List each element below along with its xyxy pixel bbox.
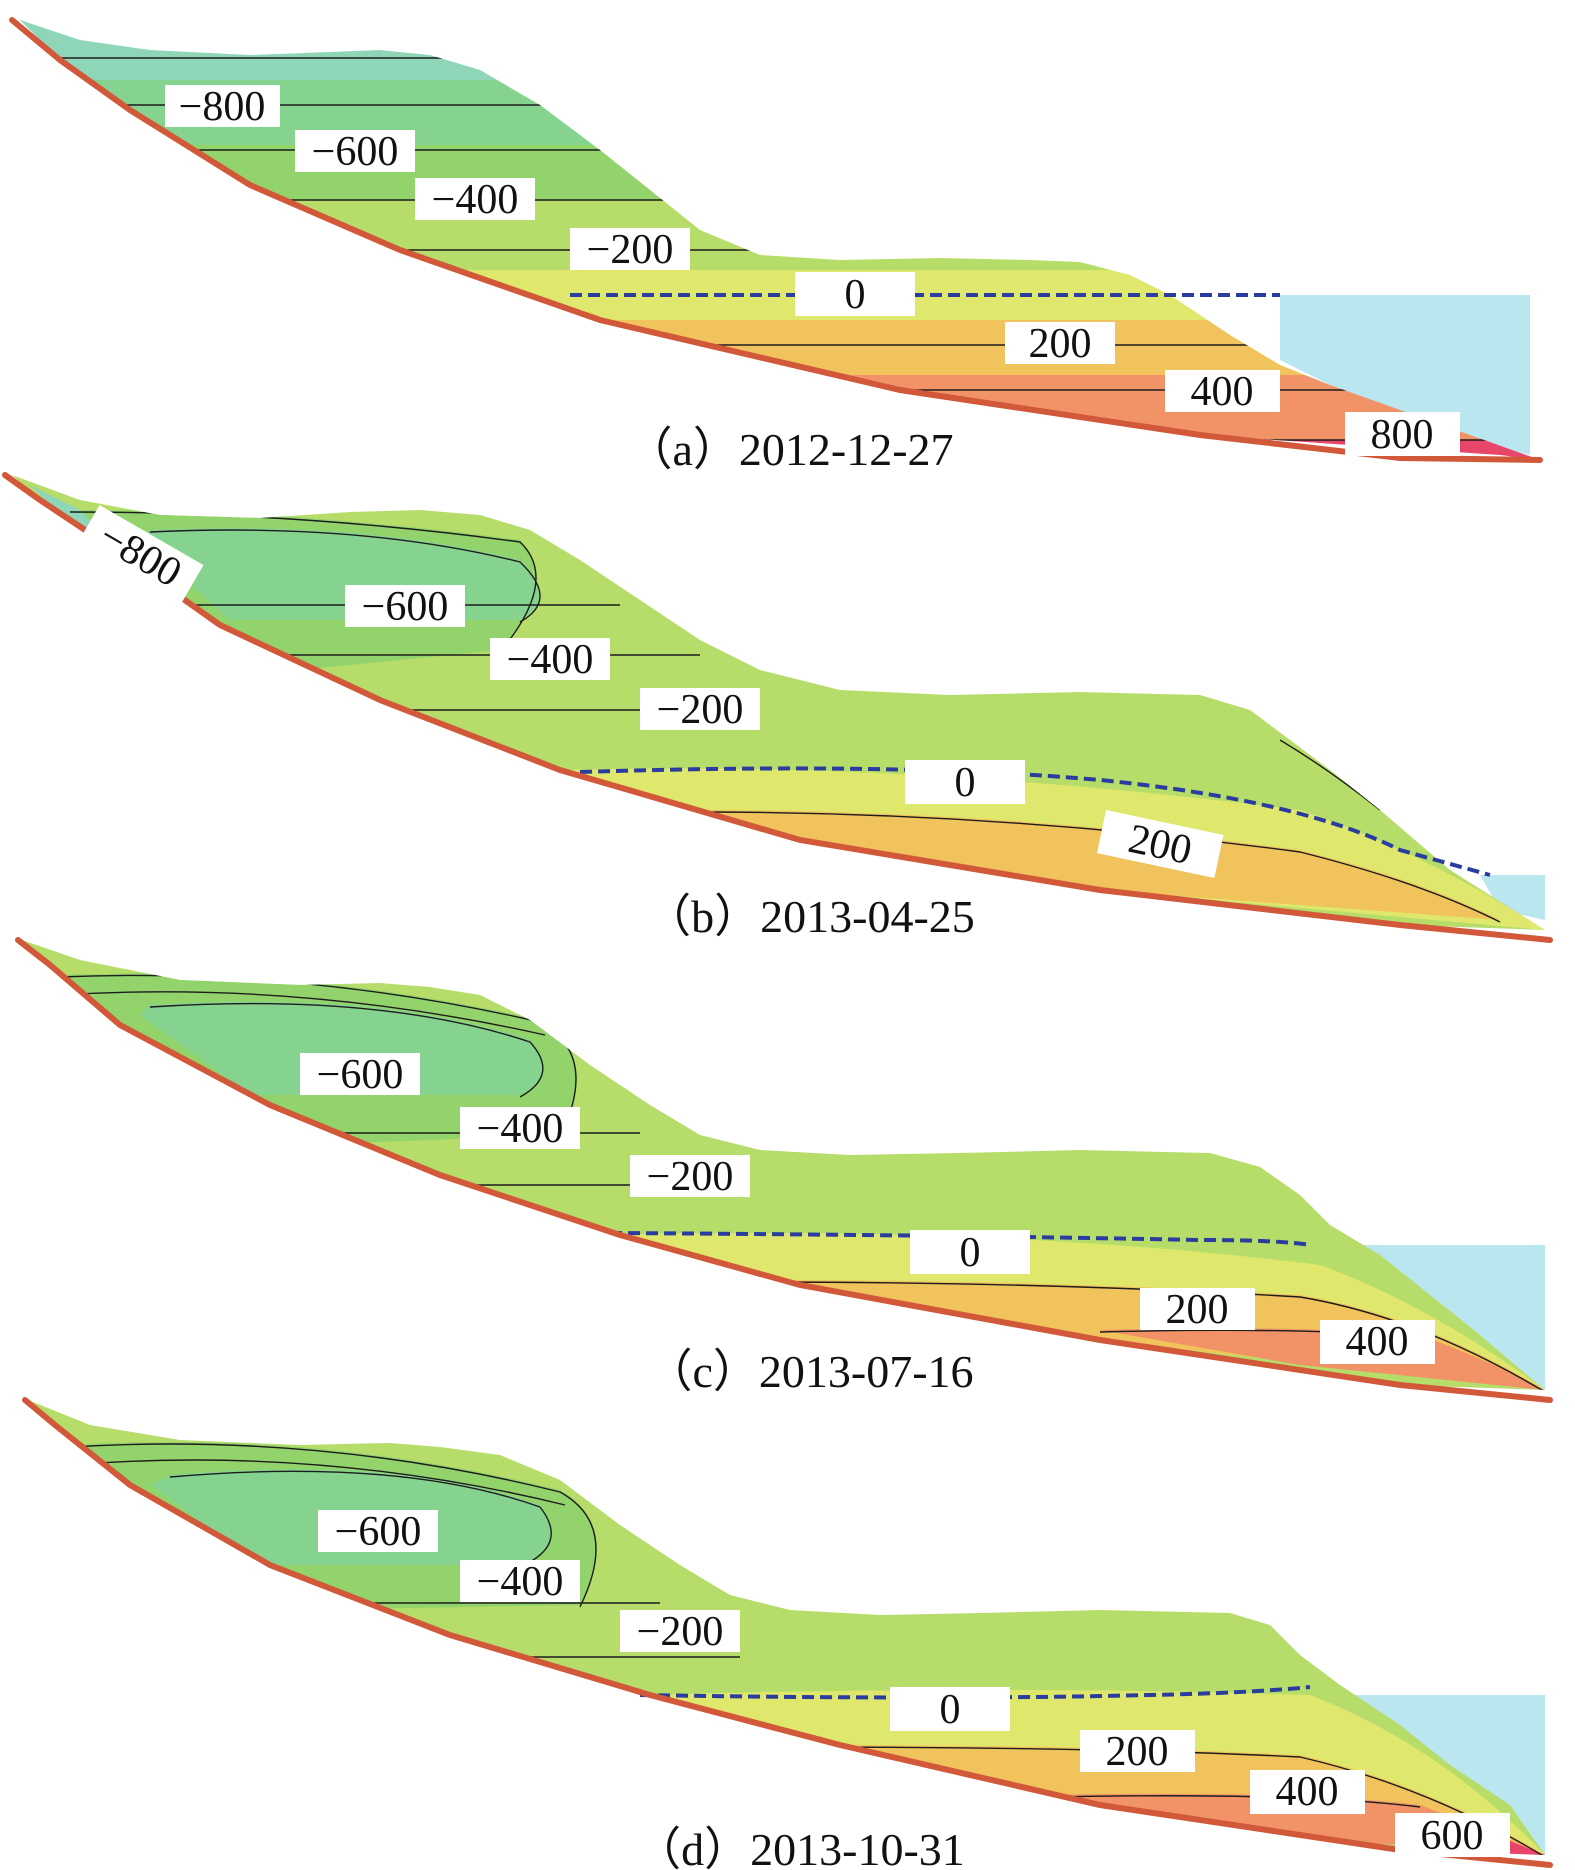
svg-text:−400: −400 <box>477 1559 564 1605</box>
svg-text:200: 200 <box>1166 1287 1229 1333</box>
contour-label: 600 <box>1395 1813 1510 1859</box>
water-table-line <box>609 1231 1311 1247</box>
contour-label: −400 <box>460 1106 580 1152</box>
panel-d: −600 −400 −200 0 200 400 600 （d）2013-10-… <box>0 1395 1575 1870</box>
svg-text:−400: −400 <box>477 1106 564 1152</box>
bedrock-surface <box>9 17 1543 463</box>
svg-text:800: 800 <box>1371 412 1434 458</box>
svg-text:200: 200 <box>1106 1729 1169 1775</box>
svg-text:200: 200 <box>1029 321 1092 367</box>
contour-label: 0 <box>910 1230 1030 1276</box>
contour-label: 0 <box>905 760 1025 806</box>
svg-text:0: 0 <box>960 1230 981 1276</box>
svg-text:−600: −600 <box>317 1052 404 1098</box>
bedrock-surface <box>22 1397 1553 1868</box>
slope-section-d: −600 −400 −200 0 200 400 600 （d）2013-10-… <box>22 1397 1553 1870</box>
contour-label: 400 <box>1320 1319 1435 1365</box>
svg-text:−600: −600 <box>362 584 449 630</box>
slope-section-a: −800 −600 −400 −200 0 200 400 800 <box>9 17 1543 475</box>
svg-text:0: 0 <box>940 1687 961 1733</box>
panel-c: −600 −400 −200 0 200 400 （c）2013-07-16 <box>0 935 1575 1403</box>
contour-label: −400 <box>460 1559 580 1605</box>
contour-label: −800 <box>165 84 280 130</box>
svg-text:−200: −200 <box>587 227 674 273</box>
svg-text:400: 400 <box>1276 1769 1339 1815</box>
svg-text:−400: −400 <box>432 177 519 223</box>
contour-label: −200 <box>640 687 760 733</box>
reservoir-water <box>1280 295 1530 455</box>
contour-label: 0 <box>890 1687 1010 1733</box>
contour-label: 200 <box>1140 1287 1255 1333</box>
contour-label: −400 <box>415 177 535 223</box>
pressure-zones <box>20 20 1540 460</box>
contour-label: −200 <box>620 1609 740 1655</box>
svg-text:−800: −800 <box>179 84 266 130</box>
contour-label: 400 <box>1250 1769 1365 1815</box>
svg-text:−200: −200 <box>647 1154 734 1200</box>
panel-caption: （d）2013-10-31 <box>635 1824 965 1870</box>
panel-caption: （a）2012-12-27 <box>626 424 953 475</box>
contour-label: −400 <box>490 637 610 683</box>
panel-b: −800 −600 −400 −200 0 200 （b）2013-04-25 <box>0 470 1575 943</box>
panel-caption: （b）2013-04-25 <box>645 891 975 942</box>
contour-label: 800 <box>1345 412 1460 458</box>
svg-text:0: 0 <box>845 272 866 318</box>
panel-a: −800 −600 −400 −200 0 200 400 800 <box>0 0 1575 475</box>
svg-text:−200: −200 <box>657 687 744 733</box>
svg-text:−200: −200 <box>637 1609 724 1655</box>
reservoir-water <box>1310 1245 1545 1390</box>
svg-text:400: 400 <box>1346 1319 1409 1365</box>
slope-section-c: −600 −400 −200 0 200 400 （c）2013-07-16 <box>15 937 1553 1403</box>
contour-label: 200 <box>1080 1729 1195 1775</box>
contour-label: −600 <box>300 1052 420 1098</box>
svg-text:400: 400 <box>1191 369 1254 415</box>
panel-caption: （c）2013-07-16 <box>646 1346 973 1397</box>
contour-label: 0 <box>795 272 915 318</box>
contour-label: 400 <box>1165 369 1280 415</box>
svg-text:−400: −400 <box>507 637 594 683</box>
svg-text:600: 600 <box>1421 1813 1484 1859</box>
svg-text:0: 0 <box>955 760 976 806</box>
contour-label: −600 <box>295 129 415 175</box>
water-table-line <box>639 1685 1311 1700</box>
reservoir-water <box>1480 875 1545 920</box>
svg-text:−600: −600 <box>335 1509 422 1555</box>
contour-label: −600 <box>345 584 465 630</box>
slope-section-b: −800 −600 −400 −200 0 200 （b）2013-04-25 <box>2 472 1553 943</box>
bedrock-surface <box>2 472 1553 943</box>
contour-label: −200 <box>630 1154 750 1200</box>
contour-label: −600 <box>318 1509 438 1555</box>
contour-label: −200 <box>570 227 690 273</box>
reservoir-water <box>1310 1695 1545 1855</box>
contour-label: 200 <box>1005 321 1115 367</box>
bedrock-surface <box>15 937 1553 1403</box>
svg-text:−600: −600 <box>312 129 399 175</box>
